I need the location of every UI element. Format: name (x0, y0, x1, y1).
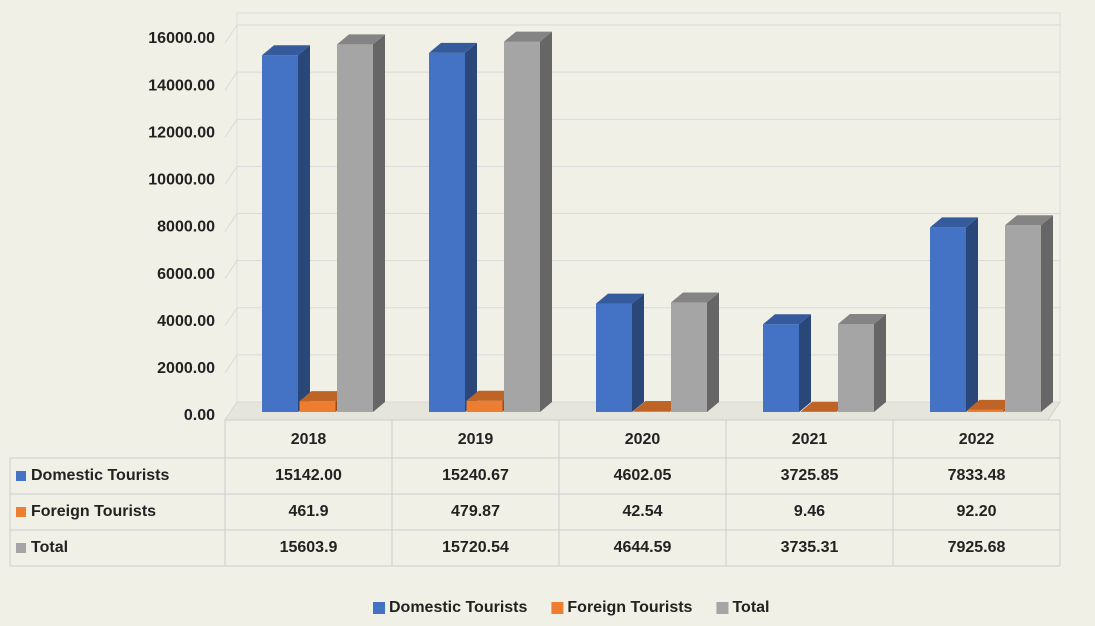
bar-front (337, 44, 373, 413)
bar-top (299, 391, 348, 402)
grid-line (224, 165, 1060, 185)
y-tick-label: 12000.00 (148, 124, 215, 141)
grid-line (224, 118, 1060, 138)
bar-top (763, 314, 811, 325)
data-label: 9.46 (794, 503, 825, 520)
legend-marker (716, 602, 729, 614)
bar-front (429, 52, 465, 412)
bar-side (707, 292, 719, 412)
bar (596, 293, 644, 412)
x-tick-label: 2019 (458, 431, 494, 448)
data-label: 7925.68 (948, 539, 1006, 556)
grid-line (224, 71, 1060, 91)
table-row-label: Total (31, 539, 68, 556)
table-legend-marker (16, 471, 26, 481)
y-tick-label: 2000.00 (157, 360, 215, 377)
bar-top (800, 401, 849, 412)
y-tick-label: 10000.00 (148, 172, 215, 189)
bar-front (838, 323, 874, 412)
data-label: 7833.48 (948, 467, 1006, 484)
data-label: 461.9 (288, 503, 328, 520)
bar-side (874, 313, 886, 412)
bar-side (540, 31, 552, 412)
bar-top (838, 313, 886, 324)
y-tick-label: 4000.00 (157, 313, 215, 330)
bar-front (299, 401, 336, 412)
bar (930, 217, 978, 412)
data-label: 42.54 (622, 503, 662, 520)
bar-side (373, 34, 385, 413)
bar (429, 42, 477, 412)
bar-front (1005, 225, 1041, 412)
y-tick-label: 16000.00 (148, 30, 215, 47)
bar (337, 34, 385, 413)
bar-side (465, 42, 477, 412)
table-legend-marker (16, 507, 26, 517)
data-label: 15142.00 (275, 467, 342, 484)
data-label: 15720.54 (442, 539, 509, 556)
bar-front (930, 227, 966, 412)
bar-front (633, 410, 670, 412)
bar-top (1005, 215, 1053, 226)
table-row-label: Domestic Tourists (31, 467, 170, 484)
bar-side (298, 45, 310, 413)
x-tick-label: 2018 (291, 431, 327, 448)
bar-top (930, 217, 978, 228)
bar-front (967, 409, 1004, 412)
data-label: 479.87 (451, 503, 500, 520)
bar-front (596, 303, 632, 412)
y-tick-label: 8000.00 (157, 219, 215, 236)
bar-side (632, 293, 644, 412)
bar-top (596, 293, 644, 304)
x-tick-label: 2020 (625, 431, 661, 448)
legend-label: Domestic Tourists (389, 599, 528, 616)
legend-marker (551, 602, 564, 614)
bar-front (504, 41, 540, 412)
data-label: 4644.59 (614, 539, 672, 556)
grid-line (224, 307, 1060, 327)
legend-label: Foreign Tourists (567, 599, 692, 616)
bar-top (429, 42, 477, 53)
x-tick-label: 2021 (792, 431, 828, 448)
data-label: 3735.31 (781, 539, 839, 556)
bar (504, 31, 552, 412)
data-label: 15603.9 (280, 539, 338, 556)
data-label: 15240.67 (442, 467, 509, 484)
grid-line (224, 213, 1060, 232)
x-tick-label: 2022 (959, 431, 995, 448)
bar-front (466, 400, 503, 412)
bar-top (504, 31, 552, 42)
data-label: 3725.85 (781, 467, 839, 484)
bar-front (763, 324, 799, 412)
table-row-label: Foreign Tourists (31, 503, 156, 520)
bar-top (337, 34, 385, 45)
legend-marker (373, 602, 385, 614)
bar-front (671, 302, 707, 412)
y-tick-label: 0.00 (184, 407, 215, 424)
grid-line (224, 260, 1060, 279)
bar-front (262, 55, 298, 413)
bar-top (671, 292, 719, 303)
bar (1005, 215, 1053, 412)
bar-side (1041, 215, 1053, 412)
bar (262, 45, 310, 413)
table-legend-marker (16, 543, 26, 553)
bar (763, 314, 811, 412)
data-label: 4602.05 (614, 467, 672, 484)
bar-top (633, 400, 682, 411)
y-tick-label: 14000.00 (148, 77, 215, 94)
grid-line (224, 24, 1060, 44)
bar (671, 292, 719, 412)
bar (838, 313, 886, 412)
data-label: 92.20 (956, 503, 996, 520)
legend-label: Total (732, 599, 769, 616)
bar-top (466, 390, 515, 401)
bar-side (799, 314, 811, 412)
bar-side (966, 217, 978, 412)
bar-top (262, 45, 310, 56)
bar-top (967, 399, 1016, 410)
y-tick-label: 6000.00 (157, 266, 215, 283)
